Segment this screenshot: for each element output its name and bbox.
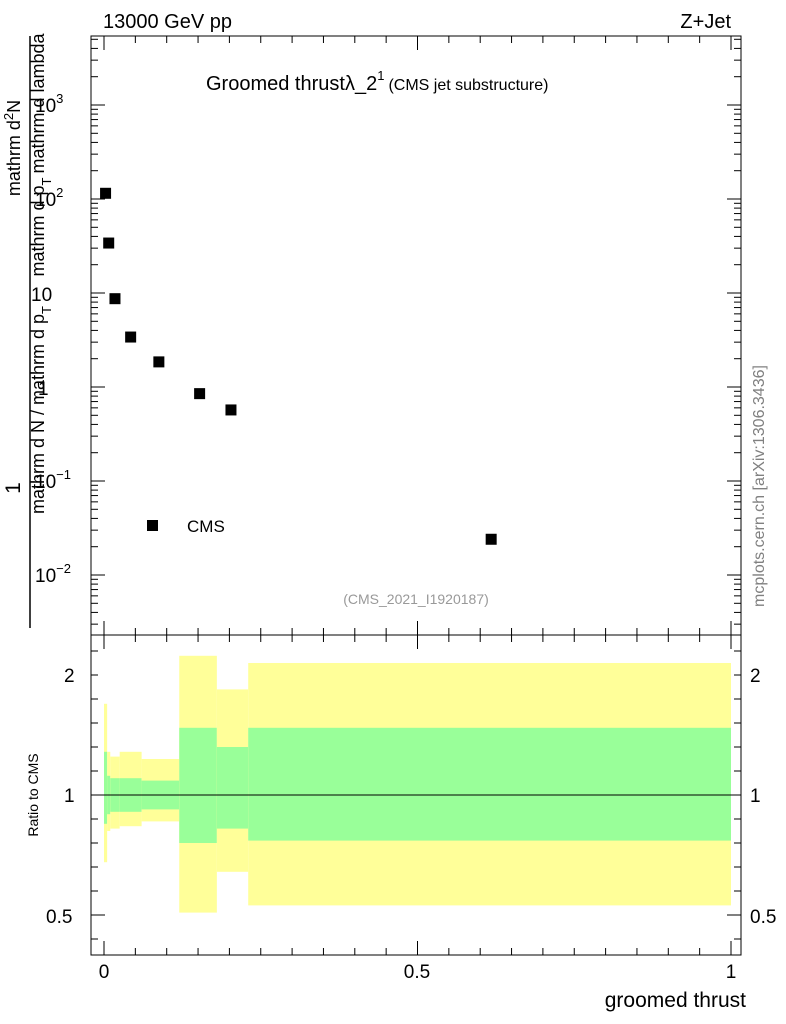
main-plot-frame [90, 35, 742, 636]
ratio-tick-1-right: 1 [750, 786, 761, 807]
x-tick-0: 0 [99, 962, 110, 983]
x-tick-1: 1 [726, 962, 737, 983]
main-y-axis-label: 1 mathrm d N / mathrm d pT mathrm d2N ma… [1, 32, 54, 628]
main-minor-ticks [91, 36, 741, 635]
ratio-minor-ticks [91, 635, 741, 955]
cms-data-markers [100, 187, 497, 545]
analysis-id: (CMS_2021_I1920187) [343, 591, 489, 607]
ylabel-num-2: mathrm d2N [1, 100, 24, 196]
ratio-plot-frame [90, 634, 742, 956]
y-tick-label-10: 10 [31, 285, 52, 306]
main-y-tick-labels: 103 102 10 1 10−1 10−2 [31, 91, 71, 587]
ratio-band-inner [248, 727, 731, 841]
ratio-band-inner [216, 747, 249, 829]
ylabel-num-1: 1 [2, 482, 25, 494]
title-sup: 1 [377, 68, 384, 83]
title-main: Groomed thrust [206, 73, 345, 95]
data-point-cms [194, 388, 206, 400]
data-point-cms [103, 237, 115, 249]
title-extra: (CMS jet substructure) [388, 77, 548, 94]
process-label: Z+Jet [680, 11, 731, 33]
y-tick-label-1: 1 [38, 379, 49, 400]
data-point-cms [109, 293, 121, 305]
y-tick-label-0.01: 10−2 [35, 561, 71, 587]
ratio-y-label: Ratio to CMS [25, 753, 41, 836]
ylabel-den-2: mathrm d pTmathrm d lambda [28, 32, 54, 276]
ratio-tick-05-left: 0.5 [46, 907, 72, 928]
x-axis-label: groomed thrust [605, 989, 746, 1012]
data-point-cms [100, 187, 112, 199]
ratio-tick-05-right: 0.5 [750, 907, 776, 928]
legend-marker [147, 520, 158, 531]
title-lambda: λ [345, 73, 355, 95]
main-plot-title: Groomed thrustλ_21 (CMS jet substructure) [206, 68, 548, 95]
y-tick-label-100: 102 [35, 185, 63, 211]
ratio-major-ticks [91, 635, 741, 955]
y-tick-label-0.1: 10−1 [35, 467, 71, 493]
y-tick-label-1000: 103 [35, 91, 63, 117]
data-point-cms [225, 404, 237, 416]
watermark: mcplots.cern.ch [arXiv:1306.3436] [751, 365, 768, 607]
ratio-tick-1-left: 1 [64, 786, 75, 807]
main-plot: Groomed thrustλ_21(CMS jet substructure)… [31, 35, 742, 636]
data-point-cms [125, 331, 137, 343]
energy-label: 13000 GeV pp [103, 11, 232, 33]
ratio-tick-2-right: 2 [750, 666, 761, 687]
ratio-tick-2-left: 2 [64, 666, 75, 687]
data-point-cms [153, 356, 165, 368]
ratio-band-inner [179, 727, 217, 843]
ylabel-den-1: mathrm d N / mathrm d pT [28, 306, 54, 514]
ratio-plot: 2 1 0.5 2 1 0.5 Ratio to CMS [25, 634, 776, 956]
data-point-cms [485, 533, 497, 545]
x-tick-0.5: 0.5 [404, 962, 430, 983]
main-major-ticks [91, 36, 741, 635]
ratio-band-inner [104, 751, 108, 824]
legend-label: CMS [187, 517, 225, 536]
title-sub: _2 [354, 73, 377, 95]
ratio-bands [104, 655, 731, 913]
